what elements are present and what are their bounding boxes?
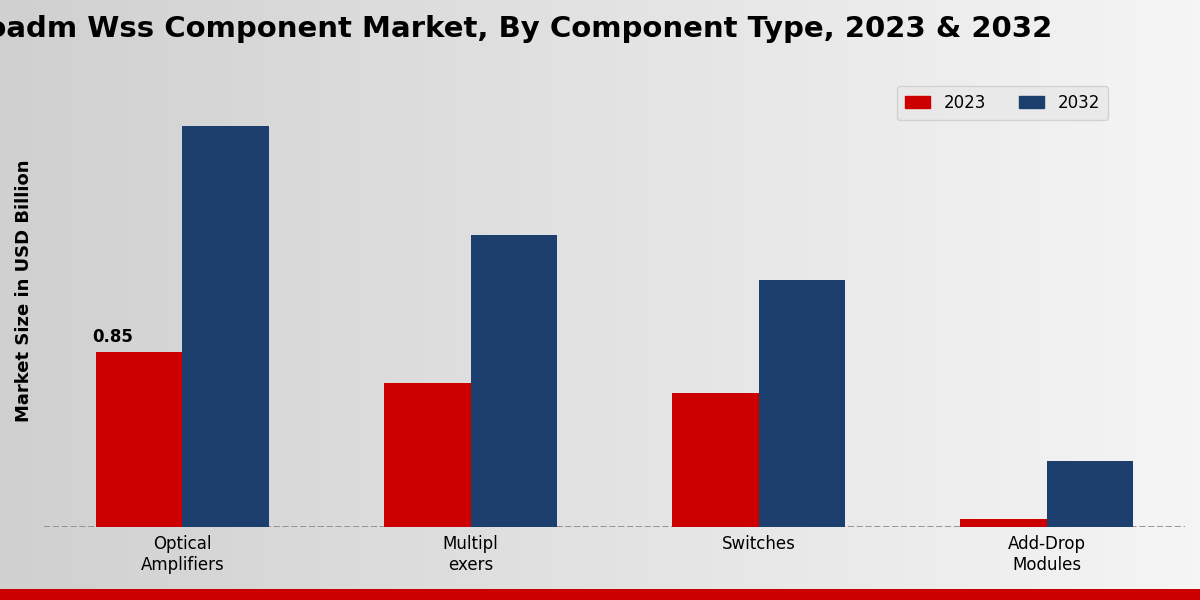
- Bar: [1046, 461, 1133, 527]
- Bar: [960, 519, 1046, 527]
- Legend: 2023, 2032: 2023, 2032: [896, 86, 1109, 121]
- Bar: [470, 235, 557, 527]
- Text: Roadm Wss Component Market, By Component Type, 2023 & 2032: Roadm Wss Component Market, By Component…: [0, 15, 1052, 43]
- Bar: [384, 383, 470, 527]
- Bar: [672, 393, 758, 527]
- Bar: [182, 126, 269, 527]
- Bar: [96, 352, 182, 527]
- Y-axis label: Market Size in USD Billion: Market Size in USD Billion: [14, 159, 34, 422]
- Text: 0.85: 0.85: [92, 328, 133, 346]
- Bar: [758, 280, 845, 527]
